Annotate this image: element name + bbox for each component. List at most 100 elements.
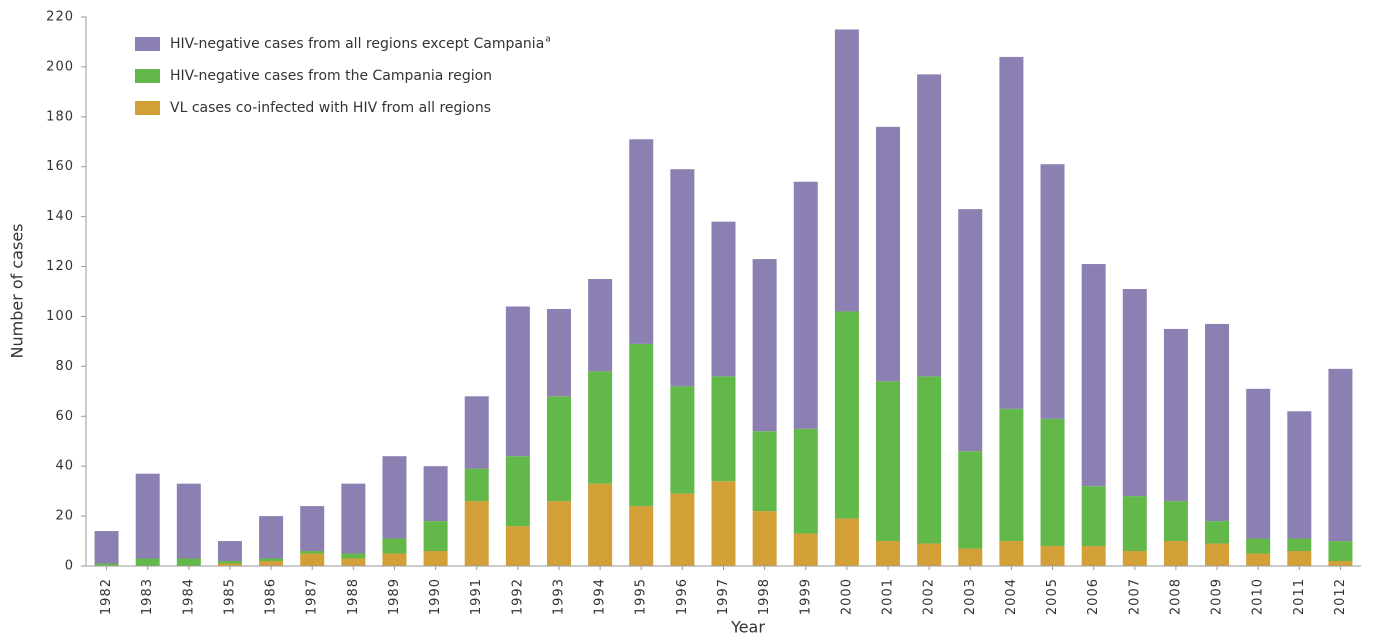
x-tick-label: 1992: [510, 578, 525, 615]
y-tick-label: 0: [65, 559, 74, 574]
x-tick-label: 2006: [1086, 578, 1101, 615]
y-tick-label: 200: [46, 59, 74, 74]
bar-segment: [423, 551, 448, 566]
bar-segment: [711, 221, 736, 377]
bar-segment: [217, 561, 242, 564]
bar-segment: [670, 493, 695, 566]
bar-segment: [1081, 264, 1106, 487]
bar-segment: [1163, 501, 1188, 542]
bar-segment: [876, 381, 901, 542]
bar-segment: [1328, 561, 1353, 566]
x-tick-label: 1988: [346, 578, 361, 615]
bar-segment: [341, 483, 366, 554]
bar-segment: [382, 553, 407, 566]
bar-segment: [588, 371, 613, 484]
bar-segment: [588, 483, 613, 566]
bar-segment: [793, 533, 818, 566]
bar-segment: [1287, 411, 1312, 539]
bar-segment: [382, 538, 407, 554]
x-tick-label: 2005: [1045, 578, 1060, 615]
bar-segment: [834, 518, 859, 566]
bar-segment: [135, 473, 160, 559]
x-tick-label: 2010: [1251, 578, 1266, 615]
bar-segment: [1287, 551, 1312, 566]
bar-segment: [464, 501, 489, 566]
bar-segment: [629, 343, 654, 507]
bar-segment: [382, 456, 407, 539]
x-tick-label: 1983: [140, 578, 155, 615]
legend-label: VL cases co-infected with HIV from all r…: [170, 100, 491, 116]
bar-segment: [793, 428, 818, 534]
bar-segment: [1122, 551, 1147, 566]
bar-segment: [711, 376, 736, 482]
bar-segment: [629, 139, 654, 344]
x-tick-label: 1985: [222, 578, 237, 615]
bar-segment: [917, 376, 942, 544]
bar-segment: [999, 541, 1024, 566]
bar-segment: [670, 169, 695, 387]
bar-segment: [1246, 388, 1271, 539]
bar-segment: [1081, 546, 1106, 566]
bar-segment: [1328, 368, 1353, 542]
bar-segment: [1287, 538, 1312, 552]
x-tick-label: 1982: [99, 578, 114, 615]
x-tick-label: 1999: [798, 578, 813, 615]
bar-segment: [1246, 538, 1271, 554]
bar-segment: [793, 181, 818, 429]
y-tick-label: 80: [55, 359, 74, 374]
y-tick-label: 100: [46, 309, 74, 324]
bar-segment: [94, 531, 119, 564]
x-tick-label: 2011: [1292, 578, 1307, 615]
bar-segment: [423, 466, 448, 522]
bar-segment: [1205, 521, 1230, 544]
bar-segment: [752, 511, 777, 566]
bar-segment: [917, 543, 942, 566]
bar-segment: [999, 408, 1024, 542]
x-tick-label: 1991: [469, 578, 484, 615]
bar-segment: [876, 126, 901, 382]
bar-segment: [670, 386, 695, 494]
bar-segment: [588, 279, 613, 372]
y-tick-label: 160: [46, 159, 74, 174]
bar-segment: [135, 558, 160, 566]
bar-segment: [176, 558, 201, 566]
bar-segment: [629, 506, 654, 566]
x-tick-label: 1998: [757, 578, 772, 615]
bar-segment: [505, 306, 530, 457]
bar-segment: [300, 551, 325, 554]
x-tick-label: 1993: [551, 578, 566, 615]
bar-segment: [505, 526, 530, 566]
bar-segment: [546, 308, 571, 397]
bar-segment: [1163, 328, 1188, 502]
x-tick-label: 1986: [264, 578, 279, 615]
bar-segment: [958, 451, 983, 549]
legend-label: HIV-negative cases from all regions exce…: [170, 36, 544, 52]
x-axis-title: Year: [730, 618, 765, 637]
y-axis-title: Number of cases: [8, 224, 27, 359]
bar-segment: [1122, 496, 1147, 552]
y-tick-label: 140: [46, 209, 74, 224]
bar-segment: [464, 468, 489, 502]
y-tick-label: 180: [46, 109, 74, 124]
bar-segment: [1328, 541, 1353, 562]
bar-segment: [1205, 323, 1230, 522]
bar-segment: [752, 431, 777, 512]
bar-segment: [94, 563, 119, 566]
bar-segment: [834, 311, 859, 519]
x-tick-label: 2007: [1127, 578, 1142, 615]
y-tick-label: 220: [46, 10, 74, 25]
x-tick-label: 1994: [593, 578, 608, 615]
bar-segment: [1163, 541, 1188, 566]
legend-swatch: [135, 69, 160, 83]
bar-segment: [999, 56, 1024, 409]
x-tick-label: 1996: [675, 578, 690, 615]
bar-segment: [259, 516, 284, 559]
bar-segment: [217, 541, 242, 562]
bar-segment: [1081, 486, 1106, 547]
x-tick-label: 2008: [1168, 578, 1183, 615]
bar-segment: [176, 483, 201, 559]
bar-segment: [423, 521, 448, 552]
bar-segment: [341, 558, 366, 566]
x-tick-label: 2009: [1210, 578, 1225, 615]
